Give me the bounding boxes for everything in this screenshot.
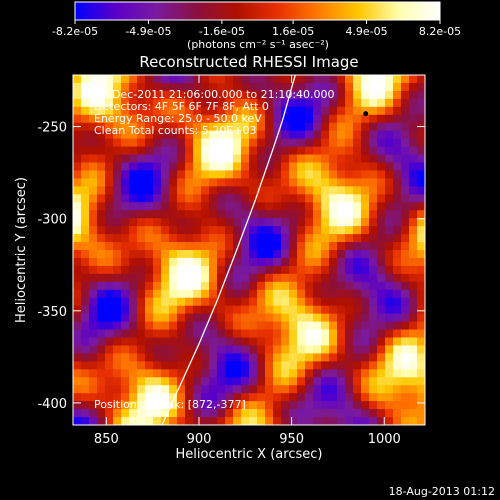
heatmap [73,75,425,425]
y-tick-label: -400 [37,397,67,412]
footer-timestamp: 18-Aug-2013 01:12 [389,485,495,498]
y-tick-label: -350 [37,305,67,320]
x-tick-label: 850 [94,432,119,447]
annotation-detectors: Detectors: 4F 5F 6F 7F 8F, Att 0 [94,100,269,113]
colorbar-tick-label: -8.2e-05 [52,25,98,38]
annotation-energy: Energy Range: 25.0 - 50.0 keV [94,112,262,125]
x-axis: 850 900 950 1000 [94,75,401,447]
colorbar [74,1,441,21]
colorbar-unit-label: (photons cm⁻² s⁻¹ asec⁻²) [187,38,329,51]
y-tick-label: -250 [37,121,67,136]
solar-limb [161,75,296,425]
plot-frame [72,74,426,426]
colorbar-tick-label: 1.6e-05 [272,25,314,38]
annotations: 13-Dec-2011 21:06:00.000 to 21:10:40.000… [94,88,335,411]
annotation-time: 13-Dec-2011 21:06:00.000 to 21:10:40.000 [94,88,335,101]
chart-title: Reconstructed RHESSI Image [139,53,358,71]
colorbar-tick-label: 4.9e-05 [345,25,387,38]
colorbar-tick-label: -1.6e-05 [199,25,245,38]
y-tick-label: -300 [37,213,67,228]
minimum-marker [363,111,369,117]
colorbar-tick-label: 8.2e-05 [419,25,461,38]
colorbar-tick-label: -4.9e-05 [125,25,171,38]
colorbar-ticks: -8.2e-05 -4.9e-05 -1.6e-05 1.6e-05 4.9e-05 8.… [52,20,461,38]
annotation-clean: Clean Total counts: 5.20E+03 [94,124,257,137]
x-tick-label: 950 [279,432,304,447]
x-tick-label: 1000 [368,432,401,447]
y-axis-label: Heliocentric Y (arcsec) [14,177,29,323]
x-tick-label: 900 [187,432,212,447]
x-axis-label: Heliocentric X (arcsec) [176,447,323,462]
y-axis: -400 -350 -300 -250 [37,121,425,412]
annotation-peak: Position of Peak: [872,-377] [94,398,246,411]
